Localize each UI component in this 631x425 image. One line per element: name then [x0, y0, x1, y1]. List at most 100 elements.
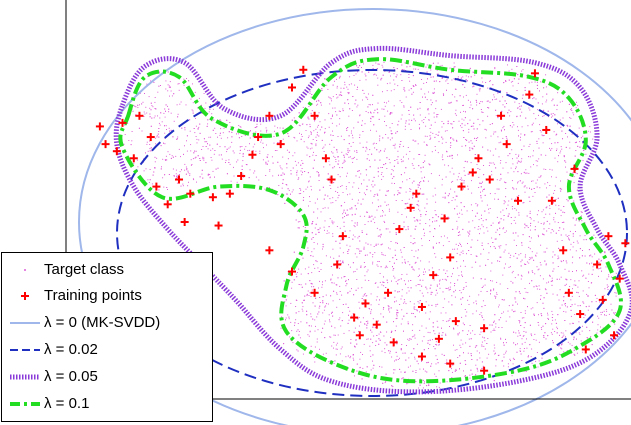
target-class-point — [306, 124, 308, 126]
target-class-point — [496, 281, 498, 283]
target-class-point — [494, 295, 496, 297]
target-class-point — [201, 173, 203, 175]
target-class-point — [446, 75, 448, 77]
target-class-point — [459, 242, 461, 244]
target-class-point — [469, 67, 471, 69]
target-class-point — [433, 346, 435, 347]
target-class-point — [491, 237, 493, 239]
target-class-point — [556, 148, 558, 150]
target-class-point — [340, 186, 342, 187]
target-class-point — [558, 299, 560, 301]
target-class-point — [201, 169, 203, 171]
target-class-point — [242, 153, 244, 155]
target-class-point — [462, 130, 464, 132]
target-class-point — [189, 130, 191, 132]
target-class-point — [357, 71, 359, 73]
target-class-point — [462, 104, 464, 106]
target-class-point — [468, 232, 470, 234]
target-class-point — [331, 345, 333, 347]
target-class-point — [313, 130, 315, 132]
target-class-point — [420, 181, 422, 182]
target-class-point — [434, 146, 436, 147]
target-class-point — [307, 334, 309, 336]
target-class-point — [493, 288, 495, 290]
target-class-point — [546, 196, 548, 198]
target-class-point — [518, 195, 520, 196]
target-class-point — [404, 371, 406, 373]
target-class-point — [241, 165, 243, 167]
target-class-point — [517, 160, 519, 162]
target-class-point — [379, 135, 381, 137]
target-class-point — [572, 233, 574, 235]
target-class-point — [538, 176, 540, 178]
target-class-point — [469, 295, 471, 297]
target-class-point — [482, 220, 484, 222]
target-class-point — [463, 110, 465, 112]
target-class-point — [370, 355, 372, 357]
target-class-point — [308, 118, 310, 120]
target-class-point — [450, 72, 452, 74]
target-class-point — [523, 331, 525, 332]
target-class-point — [166, 159, 168, 161]
target-class-point — [181, 127, 183, 129]
target-class-point — [510, 254, 512, 256]
target-class-point — [405, 191, 407, 193]
target-class-point — [341, 360, 343, 362]
target-class-point — [487, 230, 489, 232]
target-class-point — [194, 132, 196, 134]
target-class-point — [430, 173, 432, 175]
target-class-point — [340, 135, 342, 137]
target-class-point — [530, 225, 531, 227]
target-class-point — [346, 244, 348, 246]
target-class-point — [400, 70, 402, 72]
target-class-point — [309, 156, 311, 158]
target-class-point — [455, 109, 457, 111]
target-class-point — [536, 266, 538, 268]
target-class-point — [461, 179, 463, 181]
target-class-point — [266, 156, 268, 158]
target-class-point — [313, 151, 314, 153]
target-class-point — [392, 266, 393, 268]
target-class-point — [473, 85, 475, 87]
target-class-point — [285, 184, 287, 185]
target-class-point — [526, 225, 528, 227]
target-class-point — [336, 114, 338, 116]
target-class-point — [393, 223, 395, 224]
target-class-point — [347, 251, 349, 252]
target-class-point — [391, 356, 393, 358]
target-class-point — [255, 176, 257, 178]
target-class-point — [144, 93, 145, 94]
target-class-point — [419, 384, 421, 386]
target-class-point — [414, 334, 416, 336]
target-class-point — [453, 121, 455, 122]
target-class-point — [518, 155, 519, 157]
target-class-point — [353, 331, 355, 333]
target-class-point — [298, 124, 300, 126]
target-class-point — [260, 123, 262, 125]
target-class-point — [216, 143, 218, 145]
target-class-point — [450, 102, 452, 104]
target-class-point — [333, 347, 334, 349]
target-class-point — [498, 222, 500, 223]
target-class-point — [411, 163, 413, 165]
target-class-point — [529, 143, 531, 145]
target-class-point — [367, 98, 369, 100]
target-class-point — [370, 220, 372, 222]
target-class-point — [206, 141, 208, 143]
target-class-point — [422, 295, 424, 297]
target-class-point — [187, 185, 189, 187]
target-class-point — [468, 250, 470, 251]
target-class-point — [283, 173, 285, 175]
target-class-point — [306, 310, 308, 312]
target-class-point — [495, 115, 497, 117]
target-class-point — [561, 130, 563, 132]
target-class-point — [450, 275, 452, 277]
target-class-point — [352, 134, 353, 136]
target-class-point — [417, 204, 419, 206]
target-class-point — [367, 338, 369, 340]
target-class-point — [150, 80, 152, 82]
target-class-point — [572, 288, 573, 290]
target-class-point — [452, 228, 454, 230]
target-class-point — [305, 283, 307, 285]
target-class-point — [463, 188, 464, 190]
